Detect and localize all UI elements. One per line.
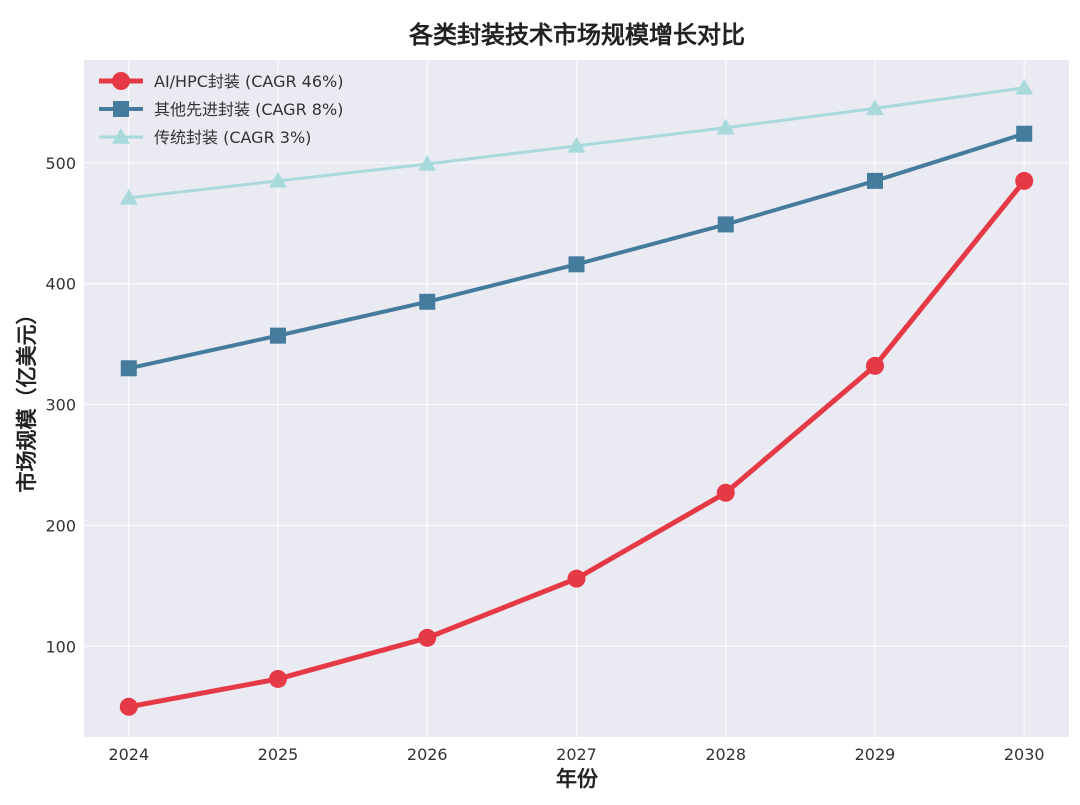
y-tick-label: 500	[45, 154, 76, 173]
legend-marker	[112, 128, 130, 144]
x-tick-label: 2027	[556, 745, 597, 764]
series-group	[119, 78, 1034, 205]
data-point	[717, 216, 734, 233]
y-axis-title: 市场规模（亿美元）	[15, 304, 39, 493]
legend-item: 其他先进封装 (CAGR 8%)	[99, 100, 343, 119]
data-point	[1015, 78, 1034, 95]
data-point	[716, 483, 735, 502]
x-tick-label: 2024	[108, 745, 149, 764]
legend-label: 传统封装 (CAGR 3%)	[154, 128, 311, 147]
data-point	[567, 569, 586, 588]
data-point	[1016, 125, 1033, 142]
x-tick-label: 2026	[407, 745, 448, 764]
data-point	[716, 118, 735, 135]
y-tick-labels: 100 200 300 400 500	[45, 154, 76, 657]
data-point	[866, 172, 883, 189]
y-tick-label: 200	[45, 516, 76, 535]
data-point	[1015, 171, 1034, 190]
data-point	[865, 356, 884, 375]
data-point	[270, 327, 287, 344]
chart-title: 各类封装技术市场规模增长对比	[408, 21, 745, 49]
x-tick-label: 2025	[258, 745, 299, 764]
data-point	[568, 256, 585, 273]
series-group	[119, 171, 1034, 716]
legend-item: 传统封装 (CAGR 3%)	[99, 128, 311, 147]
y-tick-label: 300	[45, 396, 76, 415]
x-tick-label: 2029	[855, 745, 896, 764]
legend: AI/HPC封装 (CAGR 46%) 其他先进封装 (CAGR 8%) 传统封装 …	[99, 72, 343, 147]
data-point	[418, 628, 437, 647]
data-point	[269, 171, 288, 188]
data-point	[119, 697, 138, 716]
y-tick-label: 400	[45, 275, 76, 294]
legend-label: AI/HPC封装 (CAGR 46%)	[154, 72, 343, 91]
legend-marker	[113, 101, 129, 117]
grid	[84, 60, 1069, 737]
x-tick-label: 2030	[1004, 745, 1045, 764]
data-point	[865, 99, 884, 116]
y-tick-label: 100	[45, 637, 76, 656]
data-point	[119, 188, 138, 205]
series-layer	[119, 78, 1034, 716]
x-axis-title: 年份	[556, 767, 599, 791]
data-point	[120, 360, 137, 377]
data-point	[419, 293, 436, 310]
x-tick-label: 2028	[705, 745, 746, 764]
data-point	[567, 136, 586, 153]
series-group	[120, 125, 1033, 377]
data-point	[418, 154, 437, 171]
x-tick-labels: 2024 2025 2026 2027 2028 2029 2030	[108, 745, 1044, 764]
legend-label: 其他先进封装 (CAGR 8%)	[154, 100, 343, 119]
data-point	[269, 669, 288, 688]
legend-marker	[112, 72, 130, 90]
legend-item: AI/HPC封装 (CAGR 46%)	[99, 72, 343, 91]
